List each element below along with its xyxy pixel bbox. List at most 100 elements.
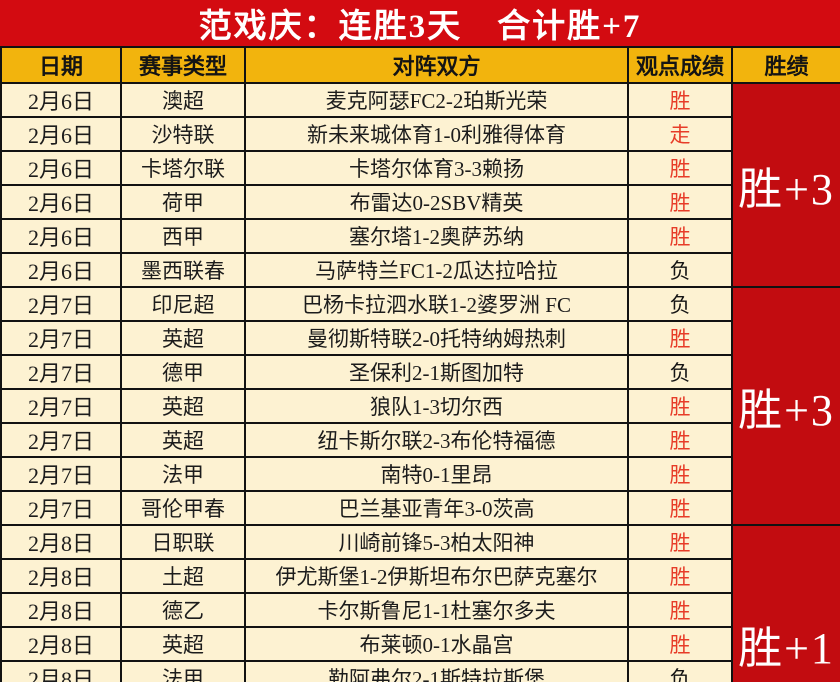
table-row: 2月7日 英超 纽卡斯尔联2-3布伦特福德 胜 (0, 422, 840, 458)
match-cell: 圣保利2-1斯图加特 (244, 354, 629, 390)
league-cell: 荷甲 (120, 184, 246, 220)
match-cell: 新未来城体育1-0利雅得体育 (244, 116, 629, 152)
table-row: 2月7日 英超 狼队1-3切尔西 胜 (0, 388, 840, 424)
league-cell: 德甲 (120, 354, 246, 390)
table-row: 2月6日 卡塔尔联 卡塔尔体育3-3赖扬 胜 (0, 150, 840, 186)
result-cell: 胜 (627, 558, 733, 594)
league-cell: 英超 (120, 422, 246, 458)
date-cell: 2月8日 (0, 592, 122, 628)
result-cell: 胜 (627, 490, 733, 526)
match-cell: 卡尔斯鲁尼1-1杜塞尔多夫 (244, 592, 629, 628)
result-cell: 胜 (627, 422, 733, 458)
date-cell: 2月6日 (0, 218, 122, 254)
table-row: 2月7日 英超 曼彻斯特联2-0托特纳姆热刺 胜 (0, 320, 840, 356)
league-cell: 卡塔尔联 (120, 150, 246, 186)
result-cell: 胜 (627, 524, 733, 560)
match-cell: 狼队1-3切尔西 (244, 388, 629, 424)
league-cell: 英超 (120, 388, 246, 424)
match-cell: 纽卡斯尔联2-3布伦特福德 (244, 422, 629, 458)
result-cell: 胜 (627, 456, 733, 492)
table-row: 2月7日 法甲 南特0-1里昂 胜 (0, 456, 840, 492)
table-row: 2月6日 沙特联 新未来城体育1-0利雅得体育 走 (0, 116, 840, 152)
match-cell: 塞尔塔1-2奥萨苏纳 (244, 218, 629, 254)
column-header-match: 对阵双方 (244, 46, 629, 84)
result-cell: 胜 (627, 82, 733, 118)
result-cell: 胜 (627, 592, 733, 628)
league-cell: 日职联 (120, 524, 246, 560)
column-header-result: 观点成绩 (627, 46, 733, 84)
match-cell: 卡塔尔体育3-3赖扬 (244, 150, 629, 186)
table-row: 2月8日 日职联 川崎前锋5-3柏太阳神 胜 胜+1 (0, 524, 840, 682)
result-cell: 胜 (627, 626, 733, 662)
result-cell: 胜 (627, 218, 733, 254)
table-row: 2月8日 英超 布莱顿0-1水晶宫 胜 (0, 626, 840, 662)
group-summary-cell: 胜+3 (731, 286, 840, 526)
match-cell: 勒阿弗尔2-1斯特拉斯堡 (244, 660, 629, 682)
group-summary-cell: 胜+1 (731, 524, 840, 682)
match-cell: 布莱顿0-1水晶宫 (244, 626, 629, 662)
table-row: 2月8日 土超 伊尤斯堡1-2伊斯坦布尔巴萨克塞尔 胜 (0, 558, 840, 594)
league-cell: 英超 (120, 320, 246, 356)
table-row: 2月6日 西甲 塞尔塔1-2奥萨苏纳 胜 (0, 218, 840, 254)
result-cell: 负 (627, 286, 733, 322)
league-cell: 德乙 (120, 592, 246, 628)
date-cell: 2月8日 (0, 558, 122, 594)
league-cell: 沙特联 (120, 116, 246, 152)
date-cell: 2月7日 (0, 320, 122, 356)
league-cell: 英超 (120, 626, 246, 662)
table-row: 2月8日 法甲 勒阿弗尔2-1斯特拉斯堡 负 (0, 660, 840, 682)
league-cell: 印尼超 (120, 286, 246, 322)
result-cell: 胜 (627, 388, 733, 424)
match-cell: 马萨特兰FC1-2瓜达拉哈拉 (244, 252, 629, 288)
date-cell: 2月6日 (0, 150, 122, 186)
date-cell: 2月7日 (0, 354, 122, 390)
date-cell: 2月7日 (0, 490, 122, 526)
date-cell: 2月6日 (0, 116, 122, 152)
result-cell: 负 (627, 252, 733, 288)
result-cell: 负 (627, 354, 733, 390)
column-header-date: 日期 (0, 46, 122, 84)
table-row: 2月6日 澳超 麦克阿瑟FC2-2珀斯光荣 胜 胜+3 (0, 82, 840, 288)
match-cell: 曼彻斯特联2-0托特纳姆热刺 (244, 320, 629, 356)
result-cell: 胜 (627, 320, 733, 356)
date-cell: 2月8日 (0, 524, 122, 560)
column-header-record: 胜绩 (731, 46, 840, 84)
table-row: 2月6日 荷甲 布雷达0-2SBV精英 胜 (0, 184, 840, 220)
match-cell: 巴兰基亚青年3-0茨高 (244, 490, 629, 526)
league-cell: 法甲 (120, 660, 246, 682)
result-cell: 负 (627, 660, 733, 682)
date-cell: 2月8日 (0, 660, 122, 682)
date-cell: 2月7日 (0, 422, 122, 458)
predictions-table: 日期 赛事类型 对阵双方 观点成绩 胜绩 2月6日 澳超 麦克阿瑟FC2-2珀斯… (0, 46, 840, 682)
date-cell: 2月7日 (0, 456, 122, 492)
result-cell: 胜 (627, 184, 733, 220)
table-row: 2月8日 德乙 卡尔斯鲁尼1-1杜塞尔多夫 胜 (0, 592, 840, 628)
table-row: 2月7日 德甲 圣保利2-1斯图加特 负 (0, 354, 840, 390)
date-cell: 2月7日 (0, 388, 122, 424)
table-row: 2月6日 墨西联春 马萨特兰FC1-2瓜达拉哈拉 负 (0, 252, 840, 288)
date-cell: 2月6日 (0, 252, 122, 288)
match-cell: 巴杨卡拉泗水联1-2婆罗洲 FC (244, 286, 629, 322)
result-cell: 胜 (627, 150, 733, 186)
league-cell: 法甲 (120, 456, 246, 492)
league-cell: 西甲 (120, 218, 246, 254)
match-cell: 麦克阿瑟FC2-2珀斯光荣 (244, 82, 629, 118)
date-cell: 2月6日 (0, 184, 122, 220)
result-cell: 走 (627, 116, 733, 152)
match-cell: 伊尤斯堡1-2伊斯坦布尔巴萨克塞尔 (244, 558, 629, 594)
league-cell: 土超 (120, 558, 246, 594)
date-cell: 2月6日 (0, 82, 122, 118)
banner-title: 范戏庆：连胜3天 合计胜+7 (0, 0, 840, 46)
match-cell: 布雷达0-2SBV精英 (244, 184, 629, 220)
header-row: 日期 赛事类型 对阵双方 观点成绩 胜绩 (0, 46, 840, 84)
column-header-league: 赛事类型 (120, 46, 246, 84)
group-summary-cell: 胜+3 (731, 82, 840, 288)
table-row: 2月7日 印尼超 巴杨卡拉泗水联1-2婆罗洲 FC 负 胜+3 (0, 286, 840, 526)
date-cell: 2月8日 (0, 626, 122, 662)
match-cell: 南特0-1里昂 (244, 456, 629, 492)
league-cell: 哥伦甲春 (120, 490, 246, 526)
league-cell: 澳超 (120, 82, 246, 118)
match-cell: 川崎前锋5-3柏太阳神 (244, 524, 629, 560)
table-row: 2月7日 哥伦甲春 巴兰基亚青年3-0茨高 胜 (0, 490, 840, 526)
